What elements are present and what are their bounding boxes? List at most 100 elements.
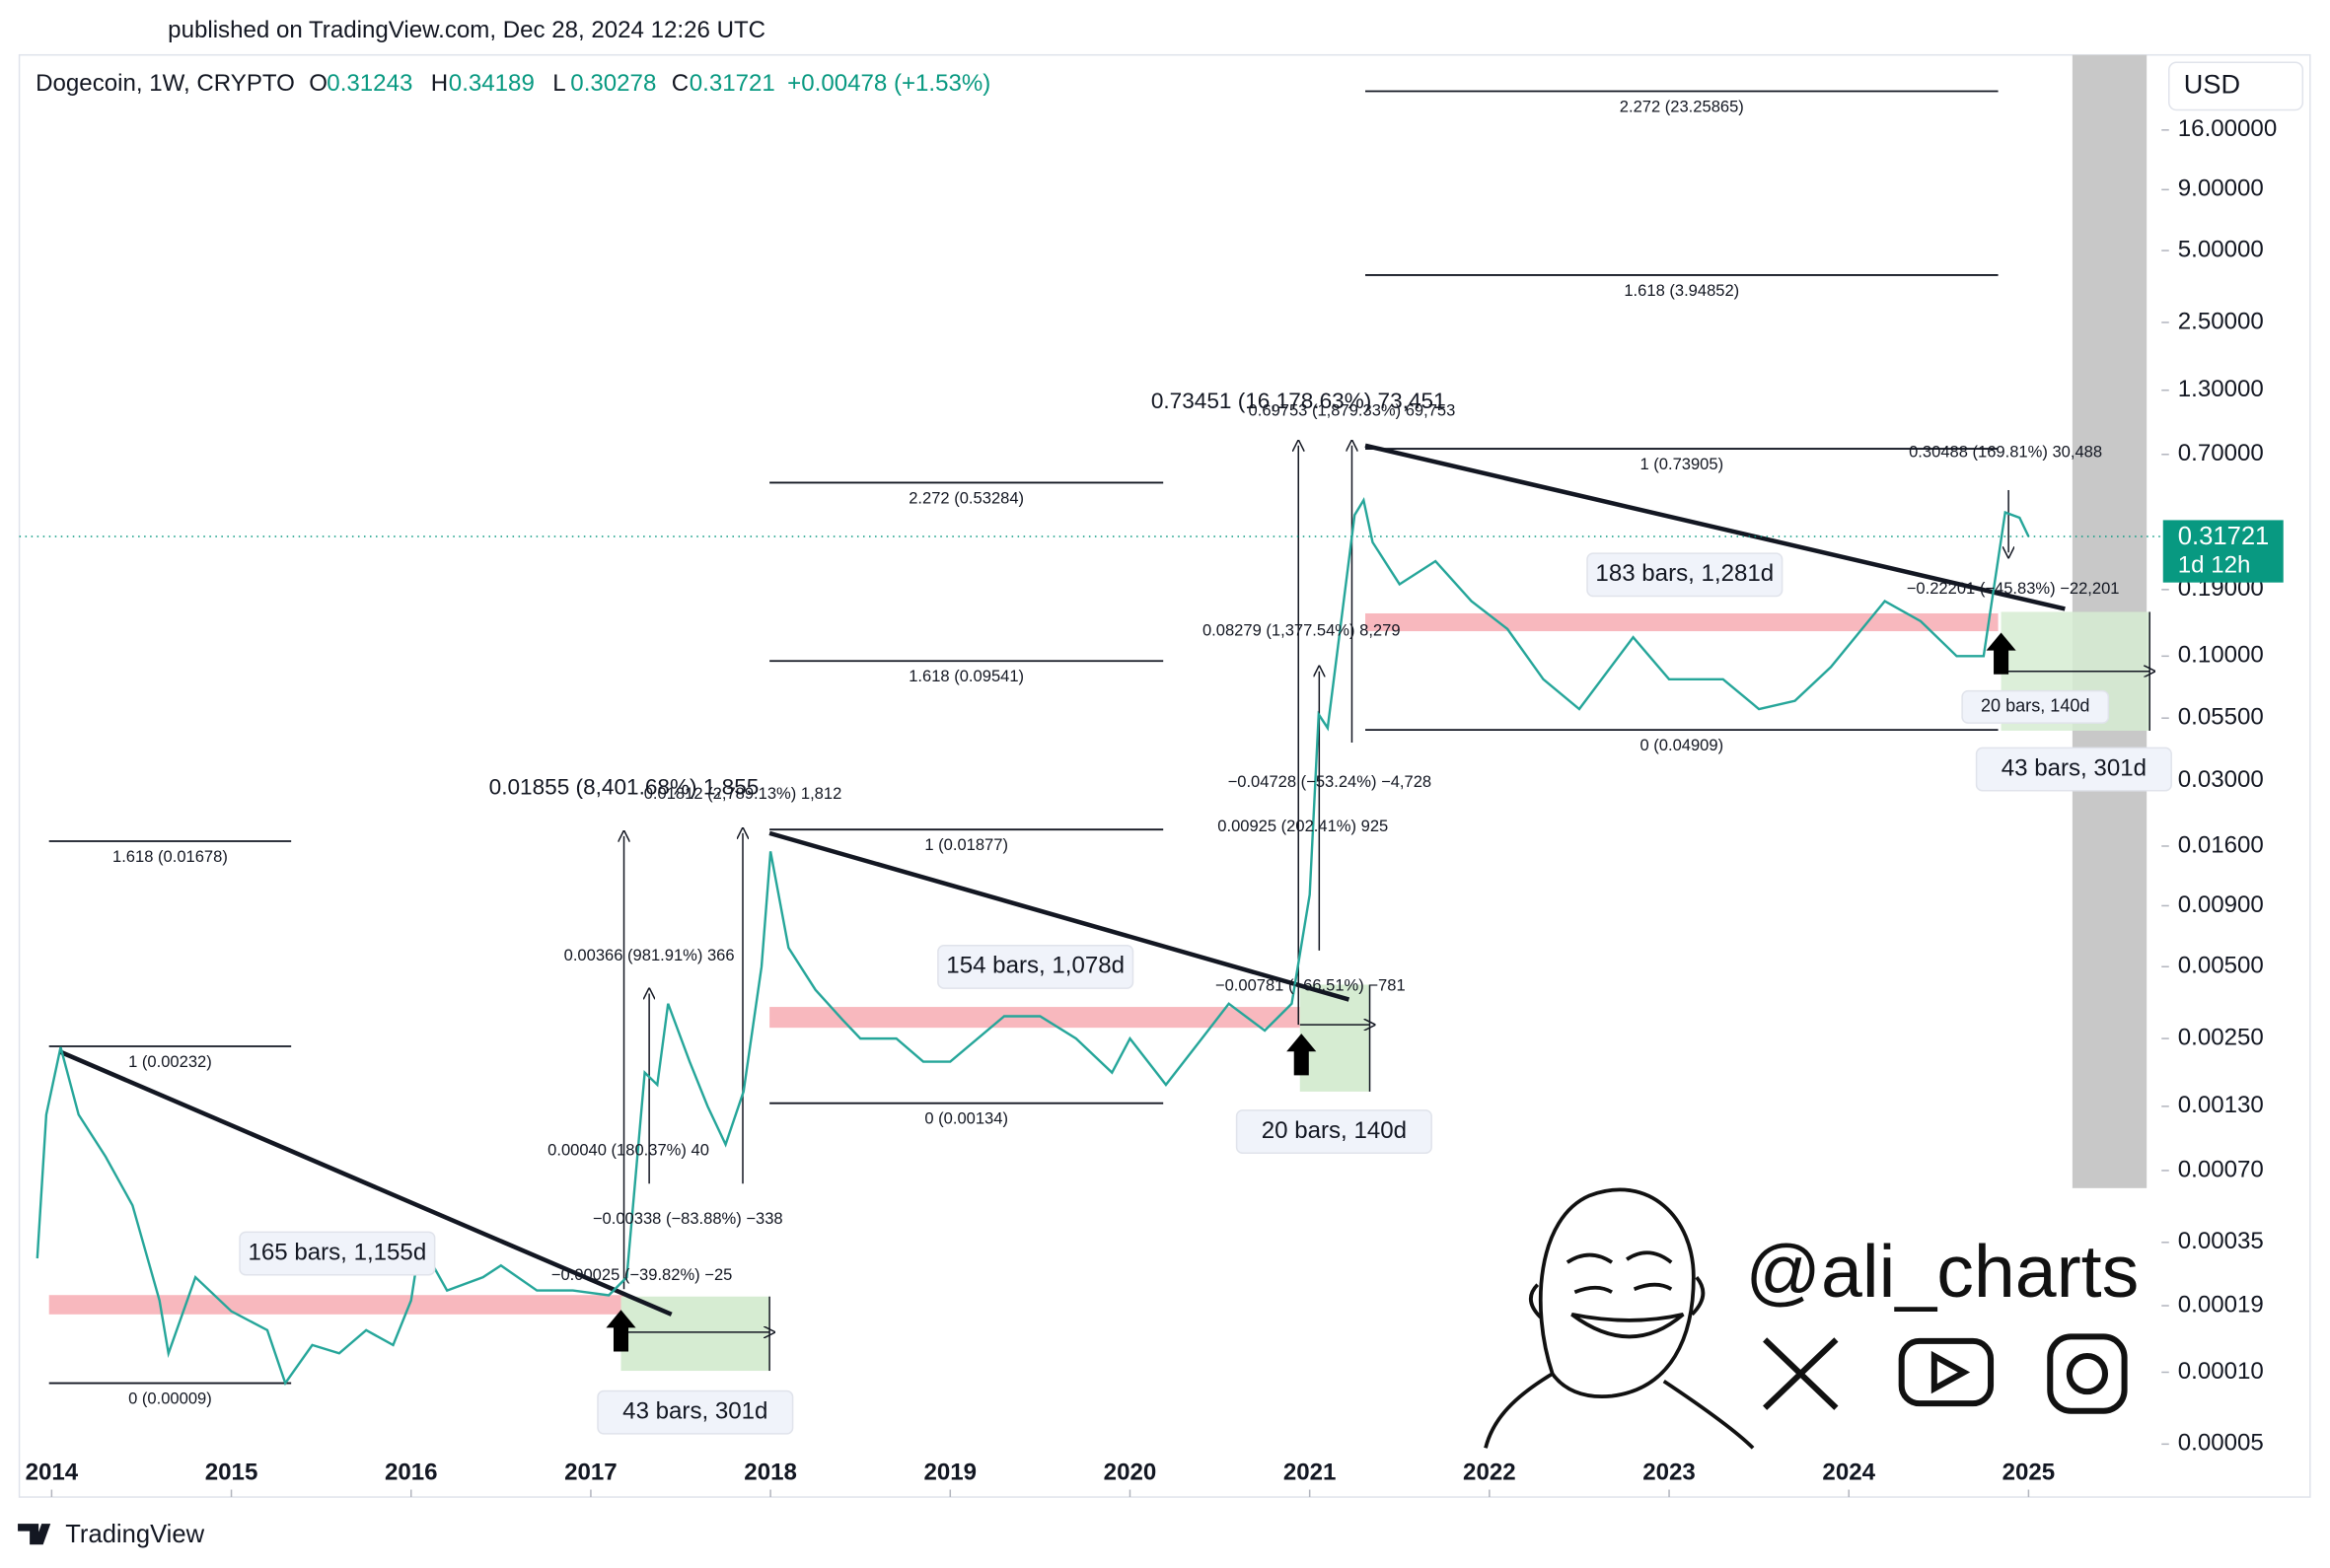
range-label: 43 bars, 301d [622, 1398, 767, 1425]
x-tick-label: 2016 [385, 1459, 438, 1485]
ohlc-value: 0.34189 [449, 70, 535, 97]
last-price-label: 0.31721 [2178, 523, 2270, 550]
x-tick-label: 2023 [1642, 1459, 1696, 1485]
y-tick-label: 2.50000 [2178, 308, 2264, 334]
range-label: 165 bars, 1,155d [248, 1239, 426, 1265]
currency-box[interactable] [2168, 61, 2304, 111]
x-tick-label: 2019 [924, 1459, 978, 1485]
y-tick-label: 0.00070 [2178, 1156, 2264, 1182]
countdown-label: 1d 12h [2178, 551, 2251, 578]
y-tick-label: 0.00019 [2178, 1291, 2264, 1318]
watermark-handle: @ali_charts [1746, 1230, 2140, 1313]
footer-brand: TradingView [65, 1521, 204, 1548]
range-box [1586, 552, 1784, 598]
measure-label: 0.00040 (180.37%) 40 [547, 1141, 709, 1160]
measure-label: 0.01812 (2,789.13%) 1,812 [644, 784, 842, 803]
ohlc-value: 0.31721 [690, 70, 775, 97]
fib-label: 0 (0.04909) [1639, 736, 1723, 754]
range-box [1235, 1109, 1432, 1155]
range-label: 43 bars, 301d [2002, 754, 2147, 781]
y-tick-label: 0.03000 [2178, 766, 2264, 793]
y-tick-label: 0.10000 [2178, 642, 2264, 669]
y-tick-label: 1.30000 [2178, 376, 2264, 402]
fib-label: 1.618 (0.01678) [112, 847, 228, 866]
measure-label: −0.22201 (−45.83%) −22,201 [1907, 579, 2120, 598]
ohlc-label: L [552, 70, 565, 97]
range-box [597, 1390, 794, 1435]
chart-root: published on TradingView.com, Dec 28, 20… [18, 17, 2311, 1548]
measure-label: 0.01855 (8,401.68%) 1,855 [489, 775, 760, 800]
y-tick-label: 0.00900 [2178, 891, 2264, 918]
y-tick-label: 0.00005 [2178, 1430, 2264, 1457]
x-tick-label: 2017 [564, 1459, 618, 1485]
measure-label: 0.00366 (981.91%) 366 [564, 946, 735, 964]
measure-label: −0.00338 (−83.88%) −338 [593, 1209, 783, 1228]
x-tick-label: 2020 [1104, 1459, 1157, 1485]
x-tick-label: 2022 [1463, 1459, 1516, 1485]
trendline [768, 830, 1350, 1002]
y-tick-label: 9.00000 [2178, 176, 2264, 202]
measure-label: 0.08279 (1,377.54%) 8,279 [1202, 620, 1401, 639]
measure-label: 0.00925 (202.41%) 925 [1217, 817, 1388, 835]
range-box [937, 944, 1134, 989]
y-tick-label: 16.00000 [2178, 115, 2277, 142]
fib-label: 1 (0.00232) [128, 1052, 212, 1071]
x-tick-label: 2015 [205, 1459, 258, 1485]
fib-label: 2.272 (23.25865) [1620, 97, 1744, 115]
y-tick-label: 0.70000 [2178, 440, 2264, 466]
fib-label: 1 (0.01877) [924, 835, 1008, 854]
ohlc-label: H [431, 70, 448, 97]
x-tick-label: 2018 [744, 1459, 797, 1485]
trendline [58, 1049, 673, 1317]
ohlc-label: O [309, 70, 328, 97]
range-box [1961, 689, 2110, 724]
footer-logo [18, 1524, 51, 1545]
ohlc-value: 0.30278 [570, 70, 656, 97]
fib-label: 1.618 (3.94852) [1624, 281, 1739, 300]
range-label: 154 bars, 1,078d [946, 953, 1125, 979]
y-tick-label: 0.00035 [2178, 1228, 2264, 1254]
breakout-arrow [606, 1310, 636, 1352]
published-note: published on TradingView.com, Dec 28, 20… [168, 17, 765, 43]
x-tick-label: 2024 [1822, 1459, 1875, 1485]
watermark-face [1484, 1187, 1755, 1450]
fib-label: 2.272 (0.53284) [909, 488, 1024, 507]
ohlc-label: C [672, 70, 689, 97]
trendline [1364, 443, 2066, 611]
measure-label: −0.00025 (−39.82%) −25 [551, 1265, 733, 1284]
symbol-title: Dogecoin, 1W, CRYPTO [36, 70, 295, 97]
fib-label: 0 (0.00134) [924, 1109, 1008, 1128]
measure-label: −0.00781 (−66.51%) −781 [1215, 975, 1406, 994]
fib-label: 0 (0.00009) [128, 1390, 212, 1408]
measure-label: 0.69753 (1,879.33%) 69,753 [1249, 401, 1456, 420]
y-tick-label: 0.00250 [2178, 1024, 2264, 1050]
breakout-arrow [1286, 1033, 1317, 1076]
chart-frame [18, 53, 2311, 1498]
social-icons [1763, 1333, 2128, 1414]
y-tick-label: 0.05500 [2178, 704, 2264, 731]
x-tick-label: 2014 [26, 1459, 79, 1485]
range-label: 20 bars, 140d [1262, 1117, 1407, 1144]
measure-label: −0.04728 (−53.24%) −4,728 [1228, 772, 1432, 791]
range-label: 20 bars, 140d [1981, 696, 2089, 716]
projection-box [620, 1296, 770, 1372]
measure-label: 0.30488 (169.81%) 30,488 [1909, 443, 2102, 462]
range-box [239, 1231, 436, 1276]
price-change: +0.00478 (+1.53%) [787, 70, 990, 97]
y-tick-label: 5.00000 [2178, 236, 2264, 262]
price-line [36, 496, 2030, 1387]
y-tick-label: 0.00010 [2178, 1358, 2264, 1385]
x-tick-label: 2025 [2002, 1459, 2056, 1485]
range-box [1975, 747, 2172, 792]
range-label: 183 bars, 1,281d [1595, 560, 1774, 587]
support-zone [48, 1295, 624, 1315]
fib-label: 1 (0.73905) [1639, 455, 1723, 473]
fib-label: 1.618 (0.09541) [909, 667, 1024, 685]
y-tick-label: 0.00500 [2178, 953, 2264, 979]
last-price-tag [2162, 520, 2284, 583]
projection-box [1299, 984, 1370, 1092]
ohlc-value: 0.31243 [327, 70, 412, 97]
breakout-arrow [1986, 632, 2016, 675]
